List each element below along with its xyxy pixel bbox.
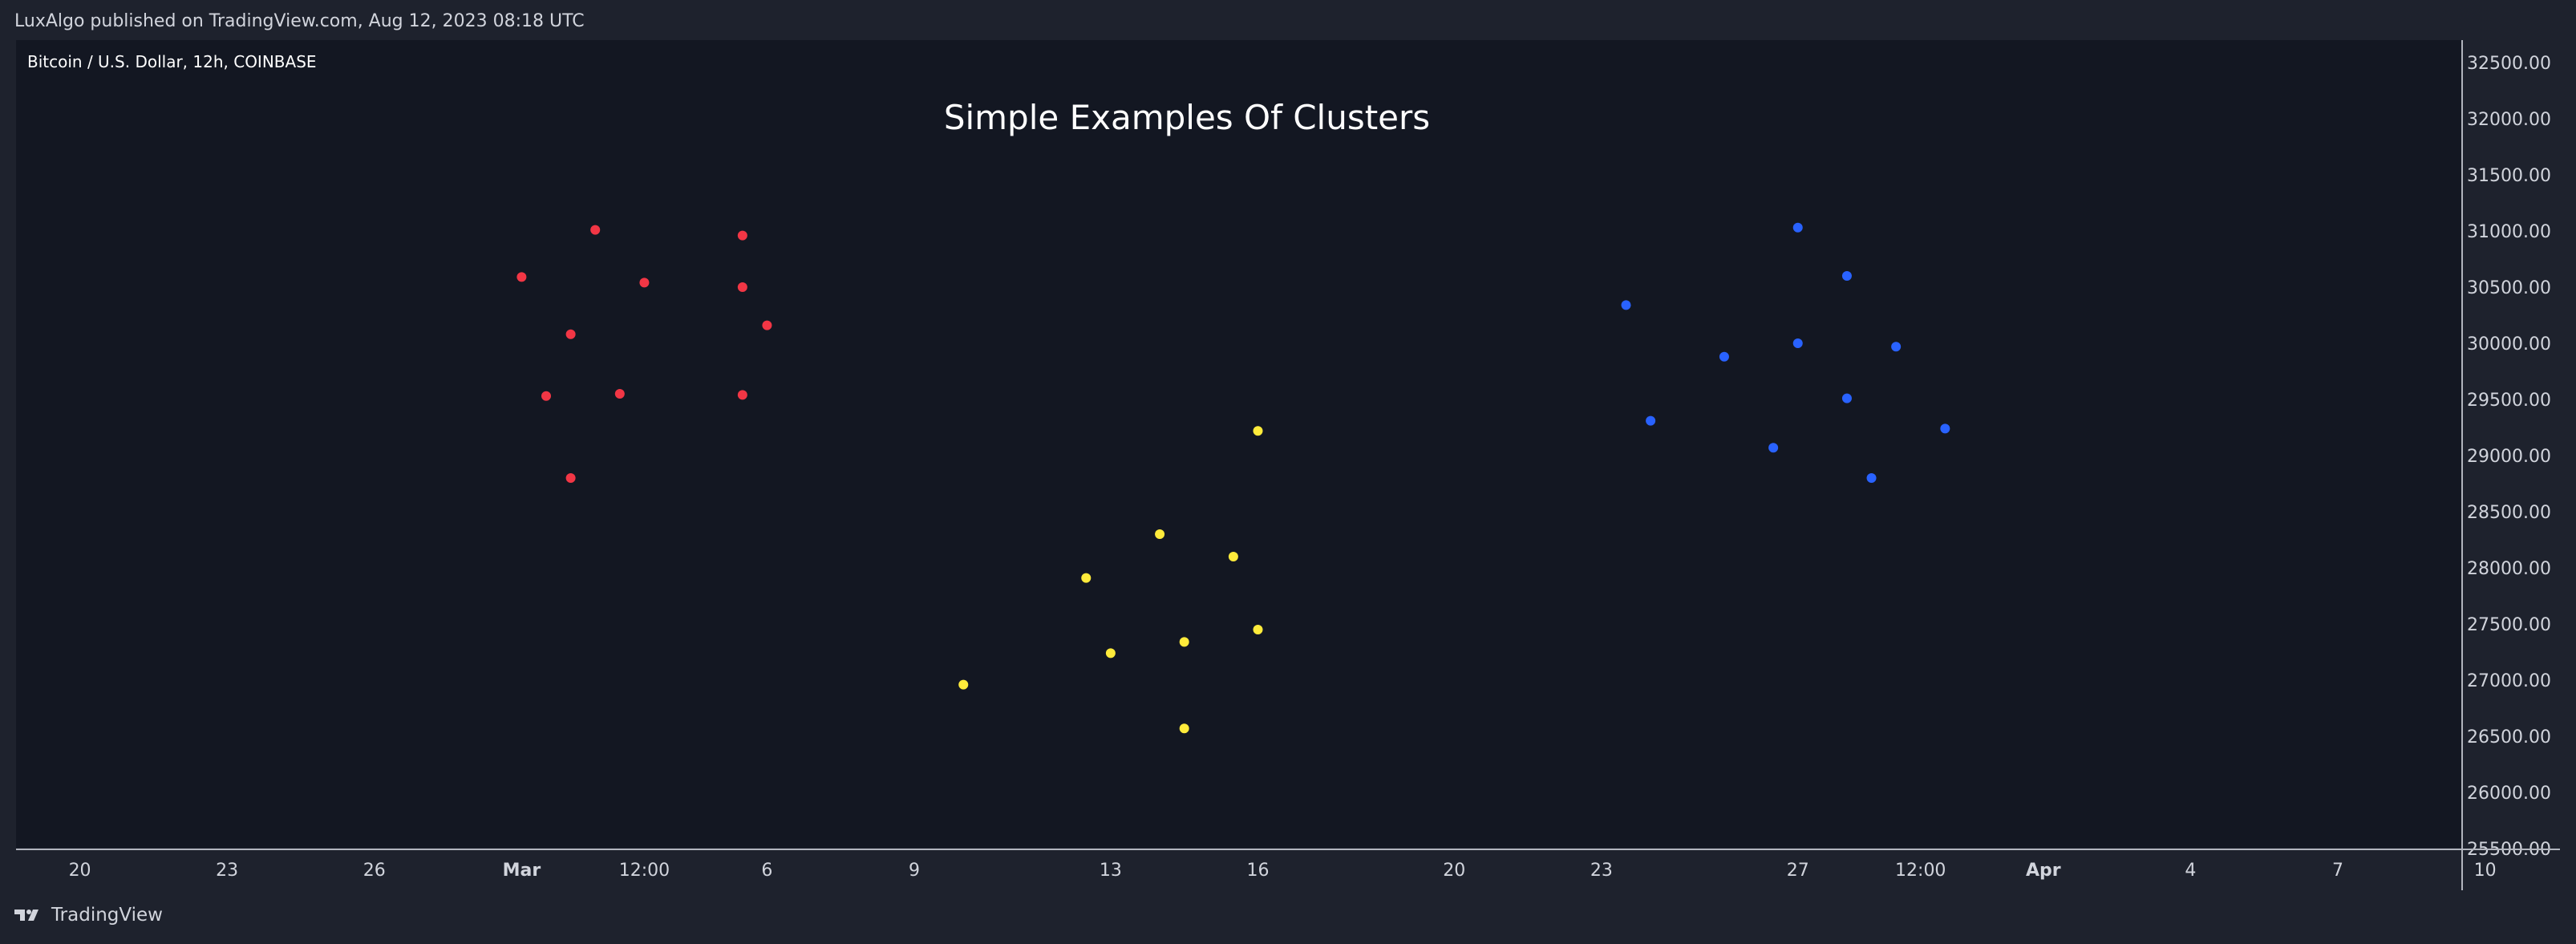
cluster-2-point [958,679,969,690]
x-tick-label: 27 [1787,861,1809,881]
y-tick-label: 26500.00 [2467,727,2551,748]
y-tick-label: 30500.00 [2467,278,2551,298]
time-axis[interactable]: 20 23 26 Mar 12:00 6 9 13 16 20 23 27 12:00 Apr 4 7 10 [16,849,2560,881]
x-tick-label: Apr [2026,861,2061,881]
cluster-1-point [762,320,772,330]
tradingview-brand-text: TradingView [51,905,163,926]
cluster-1-point [737,230,747,241]
published-header: LuxAlgo published on TradingView.com, Au… [14,11,585,31]
cluster-2-point [1228,552,1238,561]
cluster-1-point [565,329,576,339]
x-tick-label: 20 [1443,861,1465,881]
x-tick-label: 6 [761,861,772,881]
cluster-2-point [1081,573,1092,583]
y-tick-label: 31000.00 [2467,222,2551,242]
y-tick-label: 32000.00 [2467,110,2551,130]
cluster-3-point [1621,300,1631,310]
scatter-points [516,222,1950,734]
x-tick-label: 12:00 [1895,861,1946,881]
y-tick-label: 28000.00 [2467,559,2551,579]
cluster-1-point [737,390,747,400]
y-tick-label: 29500.00 [2467,391,2551,411]
cluster-3-point [1646,415,1656,426]
price-axis[interactable]: 32500.00 32000.00 31500.00 31000.00 30500.00… [2461,40,2551,890]
cluster-2-point [1105,648,1116,658]
cluster-2-point [1155,529,1165,539]
tradingview-logo-icon [14,910,38,921]
tradingview-brand[interactable]: TradingView [14,905,163,926]
x-tick-label: 23 [216,861,238,881]
cluster-1-point [614,389,625,399]
x-tick-label: 10 [2474,861,2497,881]
y-tick-label: 26000.00 [2467,784,2551,804]
symbol-label[interactable]: Bitcoin / U.S. Dollar, 12h, COINBASE [27,52,317,71]
cluster-1-point [590,225,601,235]
y-tick-label: 27000.00 [2467,671,2551,691]
y-tick-label: 30000.00 [2467,334,2551,355]
cluster-3-point [1841,271,1852,281]
chart-title: Simple Examples Of Clusters [943,98,1431,137]
y-tick-label: 28500.00 [2467,503,2551,523]
cluster-2-point [1179,723,1189,734]
cluster-1-point [639,278,650,288]
y-tick-label: 31500.00 [2467,166,2551,186]
x-tick-label: Mar [503,861,541,881]
chart-panel[interactable]: Bitcoin / U.S. Dollar, 12h, COINBASE Sim… [16,40,2462,848]
cluster-2-point [1253,625,1263,634]
cluster-3-point [1768,443,1779,453]
cluster-3-point [1792,222,1803,233]
y-tick-label: 32500.00 [2467,54,2551,74]
cluster-3-point [1841,393,1852,403]
x-tick-label: 9 [909,861,920,881]
cluster-1-point [541,391,552,401]
cluster-1-point [737,282,747,292]
x-tick-label: 4 [2185,861,2196,881]
cluster-3-point [1891,342,1902,352]
cluster-3-point [1792,338,1803,348]
x-tick-label: 16 [1246,861,1269,881]
y-tick-label: 27500.00 [2467,615,2551,635]
cluster-3-point [1866,473,1877,483]
x-tick-label: 12:00 [619,861,670,881]
x-tick-label: 7 [2332,861,2343,881]
x-tick-label: 23 [1590,861,1613,881]
cluster-1-point [565,473,576,483]
cluster-3-point [1940,423,1950,434]
x-tick-label: 20 [69,861,91,881]
cluster-3-point [1719,351,1729,362]
y-tick-label: 29000.00 [2467,447,2551,467]
x-tick-label: 26 [363,861,386,881]
x-tick-label: 13 [1100,861,1122,881]
cluster-2-point [1179,637,1189,647]
cluster-2-point [1253,426,1263,436]
cluster-1-point [516,272,527,282]
